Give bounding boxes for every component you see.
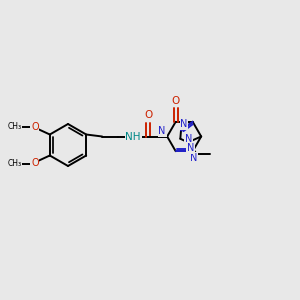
Text: NH: NH <box>125 131 141 142</box>
Text: O: O <box>144 110 152 121</box>
Text: O: O <box>31 122 39 131</box>
Text: O: O <box>172 96 180 106</box>
Text: CH₃: CH₃ <box>8 159 22 168</box>
Text: N: N <box>158 127 166 136</box>
Text: N: N <box>190 153 197 163</box>
Text: O: O <box>31 158 39 169</box>
Text: CH₃: CH₃ <box>8 122 22 131</box>
Text: N: N <box>184 134 192 144</box>
Text: N: N <box>180 119 188 129</box>
Text: N: N <box>187 143 195 153</box>
